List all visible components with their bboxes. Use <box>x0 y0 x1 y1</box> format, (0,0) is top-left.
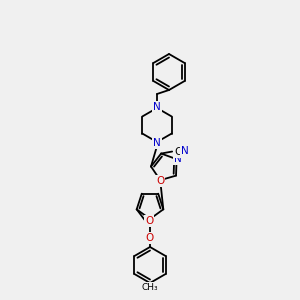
Text: CH₃: CH₃ <box>142 283 158 292</box>
Text: N: N <box>174 154 182 164</box>
Text: O: O <box>146 233 154 243</box>
Text: O: O <box>156 176 164 186</box>
Text: N: N <box>153 138 161 148</box>
Text: O: O <box>145 216 153 226</box>
Text: C: C <box>175 146 182 157</box>
Text: N: N <box>181 146 189 155</box>
Text: N: N <box>153 102 161 112</box>
